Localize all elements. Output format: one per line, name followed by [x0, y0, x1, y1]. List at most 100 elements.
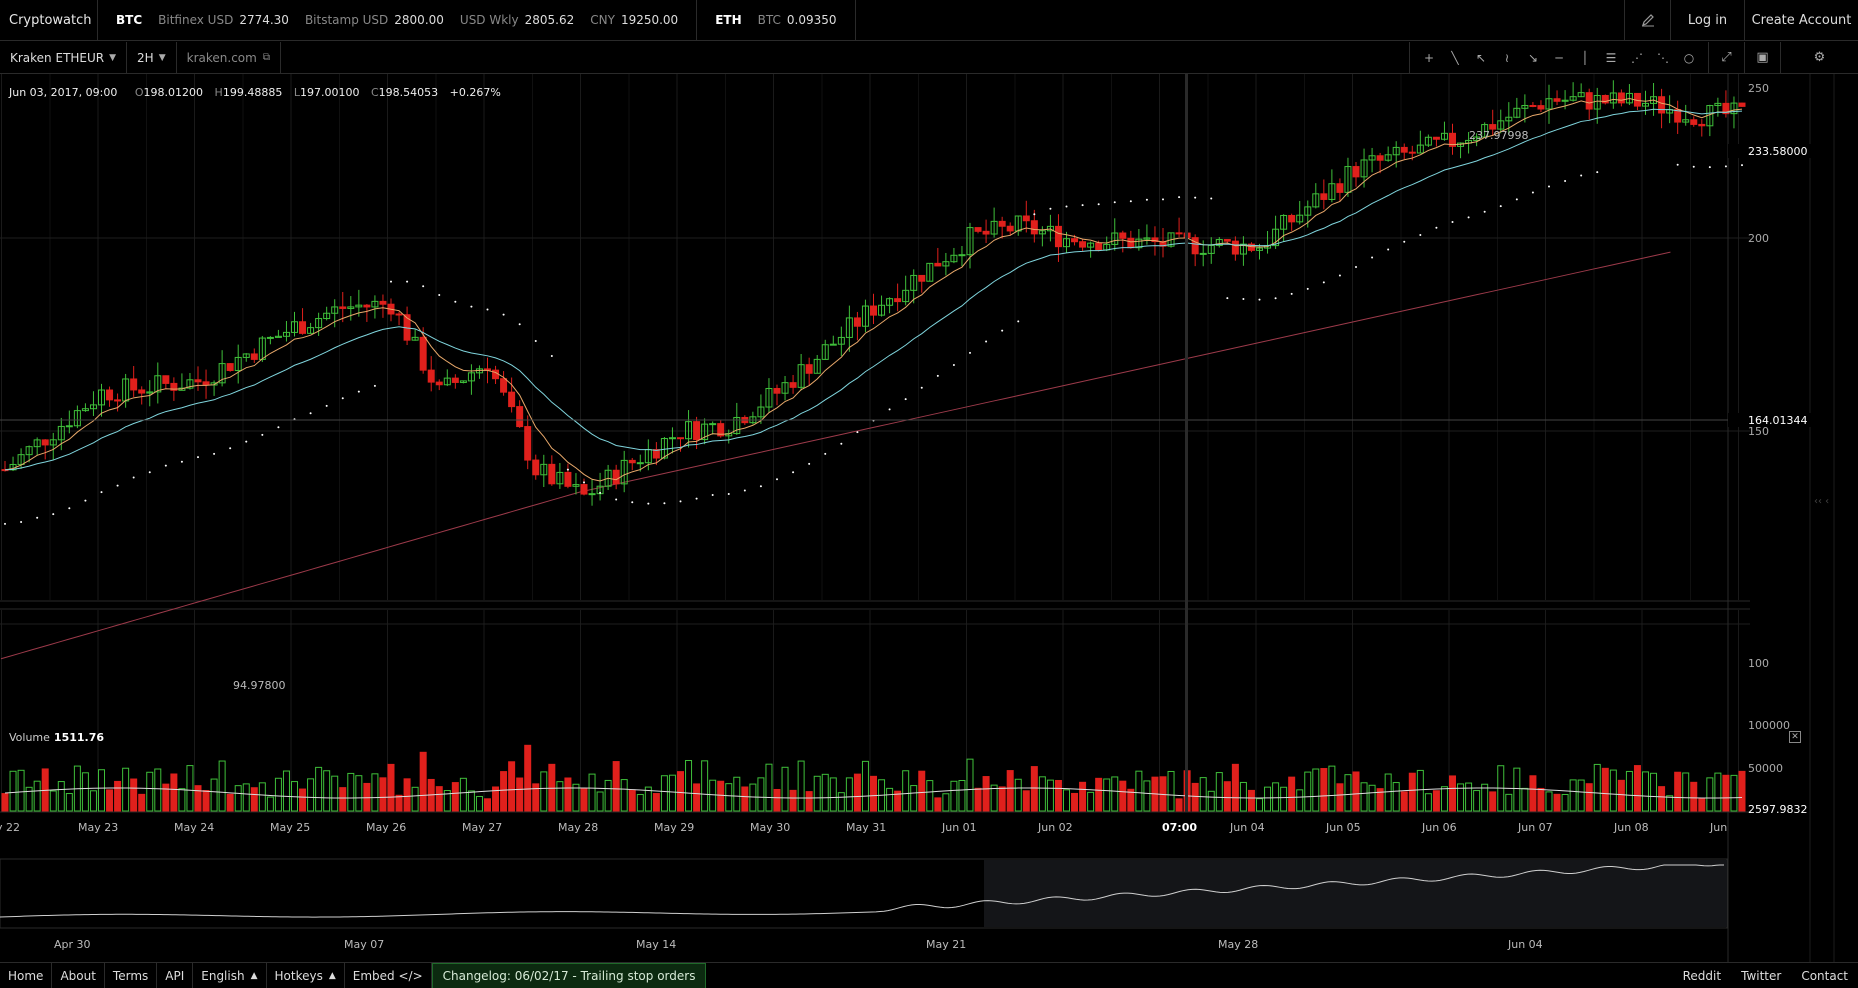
volume-bar — [1674, 771, 1682, 812]
ticker-price[interactable]: 0.09350 — [786, 13, 837, 27]
footer-link-terms[interactable]: Terms — [105, 962, 158, 988]
changelog-banner[interactable]: Changelog: 06/02/17 - Trailing stop orde… — [431, 962, 707, 988]
candle-body — [427, 369, 435, 383]
psar-dot — [1564, 180, 1567, 183]
horizontal-line-icon[interactable]: ─ — [1555, 50, 1563, 65]
market-selector[interactable]: Kraken ETHEUR ▼ — [0, 41, 128, 74]
ticker-price[interactable]: 2805.62 — [524, 13, 575, 27]
pitchfork-icon[interactable]: ⋰ — [1631, 50, 1643, 65]
time-tick: May 25 — [270, 821, 310, 834]
ticker-pair[interactable]: CNY — [590, 13, 615, 27]
volume-bar — [1336, 783, 1344, 812]
fib-icon[interactable]: ☰ — [1605, 50, 1617, 65]
close-icon[interactable]: ✕ — [1789, 731, 1801, 743]
interval-selector[interactable]: 2H ▼ — [127, 41, 177, 74]
fan-icon[interactable]: ⋱ — [1657, 50, 1669, 65]
footer-link-contact[interactable]: Contact — [1801, 968, 1848, 983]
ticker-price[interactable]: 19250.00 — [620, 13, 679, 27]
ohlc-date: Jun 03, 2017, 09:00 — [9, 86, 118, 99]
candle-body — [291, 321, 298, 333]
volume-bar — [1376, 788, 1384, 812]
chevron-down-icon: ▼ — [158, 52, 166, 63]
embed-button[interactable]: Embed </> — [345, 962, 432, 988]
footer-link-twitter[interactable]: Twitter — [1741, 968, 1782, 983]
volume-bar — [1022, 790, 1030, 812]
footer-link-home[interactable]: Home — [0, 962, 53, 988]
settings-icon[interactable]: ⚙ — [1780, 41, 1858, 74]
ticker-pair[interactable]: Bitstamp USD — [304, 13, 389, 27]
psar-dot — [1065, 205, 1068, 208]
volume-bar — [146, 771, 154, 812]
ticker-symbol[interactable]: ETH — [715, 13, 742, 27]
candle-body — [25, 446, 33, 456]
candle-body — [660, 438, 668, 459]
volume-bar — [596, 791, 604, 812]
volume-bar — [379, 777, 387, 812]
volume-bar — [644, 786, 652, 812]
fullscreen-icon[interactable]: ⤢ — [1708, 41, 1744, 74]
ticker-pair[interactable]: Bitfinex USD — [158, 13, 234, 27]
ticker-pair[interactable]: BTC — [757, 13, 781, 27]
arrow-icon[interactable]: ↘ — [1527, 50, 1539, 65]
volume-bar — [1424, 793, 1432, 812]
candle-body — [307, 327, 315, 334]
footer-link-about[interactable]: About — [52, 962, 105, 988]
candle-body — [500, 378, 508, 393]
curve-icon[interactable]: ≀ — [1504, 50, 1510, 65]
navigator-line — [0, 864, 1724, 918]
ticker-price[interactable]: 2774.30 — [239, 13, 289, 27]
circle-icon[interactable]: ○ — [1683, 50, 1695, 65]
volume-bar — [250, 787, 258, 812]
trend-line-icon[interactable]: ╲ — [1451, 50, 1459, 65]
psar-dot — [116, 484, 119, 487]
footer-link-reddit[interactable]: Reddit — [1682, 968, 1722, 983]
psar-dot — [1515, 198, 1518, 201]
exchange-link[interactable]: kraken.com ⧉ — [177, 41, 281, 74]
volume-bar — [934, 797, 942, 812]
footer-link-api[interactable]: API — [157, 962, 194, 988]
volume-bar — [805, 791, 813, 812]
volume-bar — [1368, 784, 1376, 812]
candle-body — [1738, 102, 1746, 107]
volume-bar — [1344, 774, 1352, 812]
price-pane-bg — [0, 74, 1750, 600]
volume-bar — [89, 790, 97, 812]
psar-dot — [920, 386, 923, 389]
range-navigator[interactable] — [0, 858, 1728, 929]
volume-bar — [677, 771, 684, 812]
time-tick: May 24 — [174, 821, 214, 834]
volume-bar — [1231, 763, 1239, 812]
psar-dot — [1290, 292, 1293, 295]
volume-bar — [741, 786, 749, 812]
create-account-button[interactable]: Create Account — [1744, 0, 1858, 41]
crosshair-icon[interactable]: + — [1423, 50, 1435, 65]
price-chart[interactable]: ‹‹ ‹ 250 200 150 100 233.58000 164.01344… — [0, 74, 1858, 962]
volume-bar — [910, 785, 918, 812]
candle-body — [1521, 104, 1529, 109]
candle-body — [910, 274, 918, 291]
time-tick: y 22 — [0, 821, 20, 834]
chevron-up-icon: ▲ — [328, 970, 336, 981]
volume-bar — [556, 781, 564, 812]
volume-bar — [532, 783, 540, 812]
language-selector[interactable]: English ▲ — [193, 962, 267, 988]
pen-button[interactable] — [1624, 0, 1670, 41]
login-button[interactable]: Log in — [1670, 0, 1744, 41]
ticker-price[interactable]: 2800.00 — [394, 13, 444, 27]
volume-bar — [1304, 771, 1312, 812]
volume-bar — [403, 778, 411, 812]
psar-dot — [1451, 220, 1454, 223]
vertical-line-icon[interactable]: │ — [1581, 50, 1589, 65]
ray-icon[interactable]: ↖ — [1475, 50, 1487, 65]
brand-logo[interactable]: Cryptowatch — [0, 0, 98, 41]
collapse-icon: ‹‹ ‹ — [1814, 496, 1829, 507]
candle-body — [1658, 96, 1666, 114]
ticker-pair[interactable]: USD Wkly — [459, 13, 519, 27]
ticker-symbol[interactable]: BTC — [116, 13, 143, 27]
candle-body — [186, 379, 194, 389]
snapshot-icon[interactable]: ▣ — [1744, 41, 1780, 74]
volume-bar — [435, 786, 443, 812]
psar-dot — [438, 293, 441, 296]
candle-body — [580, 484, 588, 495]
hotkeys-menu[interactable]: Hotkeys ▲ — [267, 962, 345, 988]
